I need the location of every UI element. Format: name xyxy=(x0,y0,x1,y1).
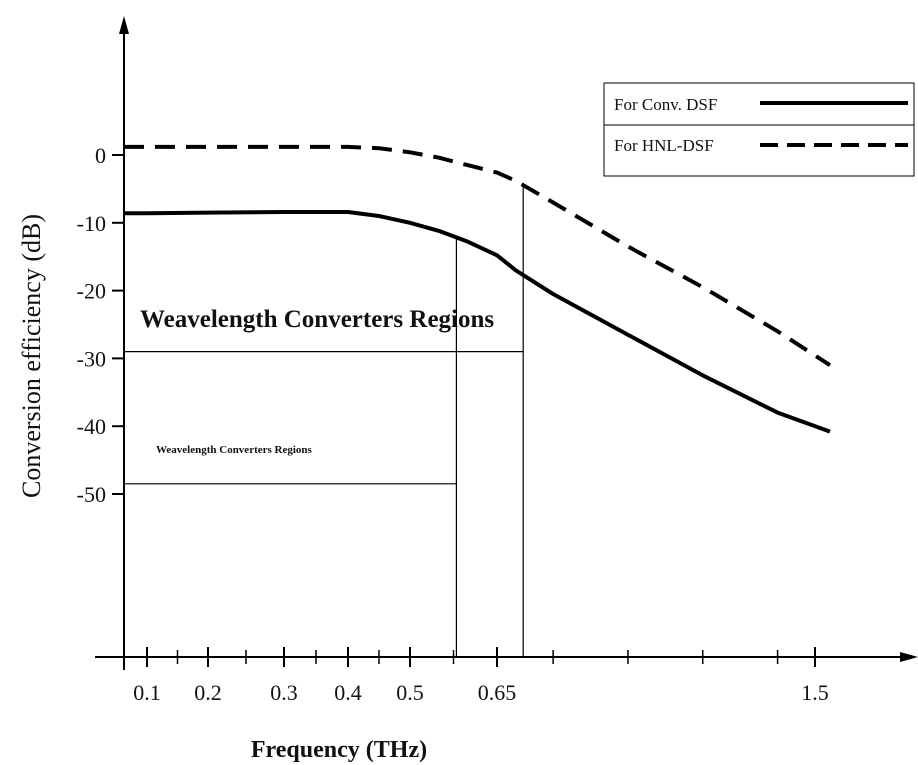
x-tick-label: 0.2 xyxy=(194,680,222,705)
x-tick-label: 0.1 xyxy=(133,680,161,705)
region-lines xyxy=(124,185,524,657)
series-line-hnl-dsf xyxy=(124,144,832,367)
series-group xyxy=(124,144,832,434)
y-axis-label: Conversion efficiency (dB) xyxy=(17,214,46,498)
x-tick-label: 0.4 xyxy=(334,680,362,705)
x-axis-label: Frequency (THz) xyxy=(251,737,427,763)
y-tick-label: -50 xyxy=(77,482,106,507)
series-line-conv-dsf xyxy=(124,210,831,434)
y-tick-label: -30 xyxy=(77,346,106,371)
legend: For Conv. DSF For HNL-DSF xyxy=(603,82,915,177)
y-tick-label: -10 xyxy=(77,211,106,236)
legend-label-conv-dsf: For Conv. DSF xyxy=(614,95,717,114)
legend-box xyxy=(603,82,915,177)
region-label-small: Weavelength Converters Regions xyxy=(156,444,313,456)
x-tick-label: 1.5 xyxy=(801,680,829,705)
x-axis-arrow xyxy=(900,652,918,662)
x-tick-label: 0.5 xyxy=(396,680,424,705)
region-label-large: Weavelength Converters Regions xyxy=(140,306,494,333)
y-tick-label: -40 xyxy=(77,414,106,439)
legend-label-hnl-dsf: For HNL-DSF xyxy=(614,136,714,155)
y-tick-label: 0 xyxy=(95,143,106,168)
y-tick-group: 0 -10 -20 -30 -40 -50 xyxy=(77,143,124,507)
y-tick-label: -20 xyxy=(77,279,106,304)
x-tick-label: 0.3 xyxy=(270,680,298,705)
y-axis-arrow xyxy=(119,16,129,34)
x-tick-group: 0.1 0.2 0.3 0.4 0.5 0.65 1.5 xyxy=(133,647,829,705)
x-tick-label: 0.65 xyxy=(478,680,517,705)
